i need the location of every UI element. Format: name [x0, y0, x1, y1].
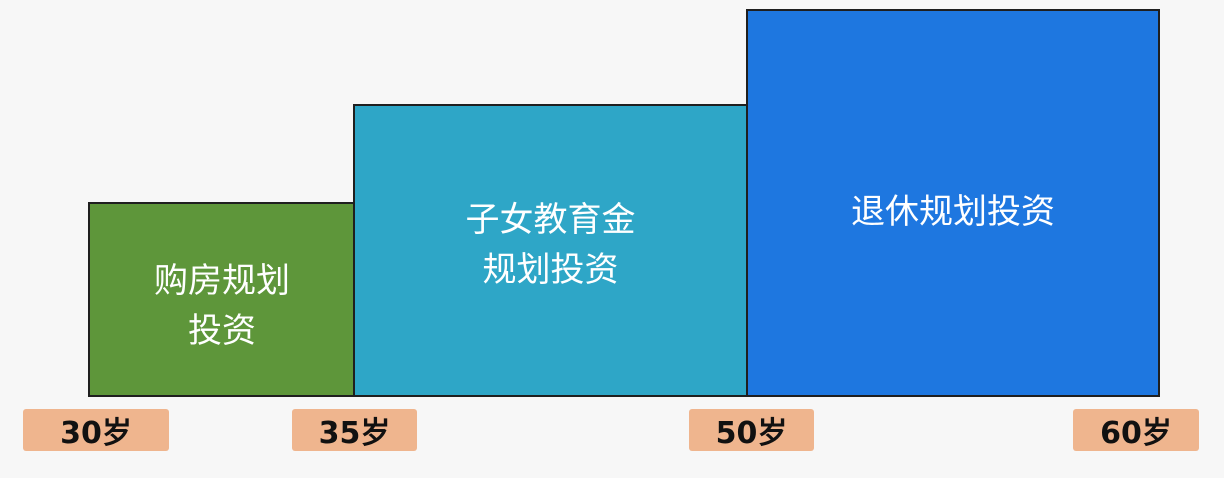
age-marker-35: 35岁	[292, 409, 417, 451]
education-fund-investment-block: 子女教育金 规划投资	[353, 104, 748, 397]
retirement-investment-label: 退休规划投资	[851, 192, 1055, 232]
age-marker-30: 30岁	[23, 409, 169, 451]
age-marker-60: 60岁	[1073, 409, 1199, 451]
housing-investment-block: 购房规划 投资	[88, 202, 356, 397]
age-marker-50: 50岁	[689, 409, 814, 451]
retirement-investment-block: 退休规划投资	[746, 9, 1160, 397]
education-fund-investment-label: 子女教育金 规划投资	[465, 199, 636, 290]
housing-investment-label: 购房规划 投资	[154, 260, 290, 351]
